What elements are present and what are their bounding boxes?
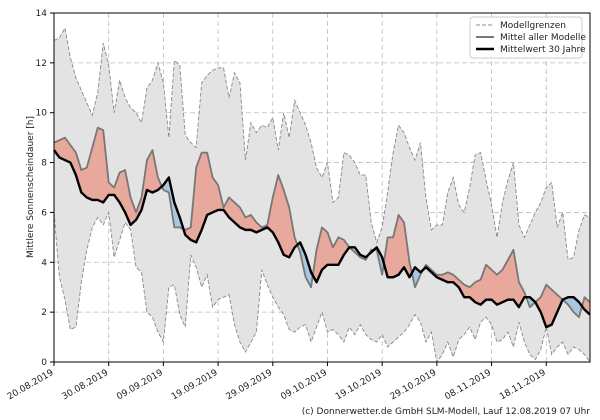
x-tick-label: 20.08.2019 bbox=[6, 368, 56, 403]
y-tick-label: 14 bbox=[36, 9, 48, 19]
x-tick-label: 19.09.2019 bbox=[170, 368, 220, 403]
deviation-above-segment bbox=[387, 237, 394, 278]
y-tick-label: 0 bbox=[41, 358, 47, 368]
y-tick-label: 8 bbox=[41, 159, 47, 169]
x-axis: 20.08.2019 30.08.2019 09.09.2019 19.09.2019… bbox=[6, 362, 548, 402]
x-tick-label: 30.08.2019 bbox=[61, 368, 111, 403]
y-axis: 0 2 4 6 8 10 12 14 bbox=[36, 9, 54, 368]
y-tick-label: 6 bbox=[41, 208, 47, 218]
x-tick-label: 19.10.2019 bbox=[334, 368, 384, 403]
model-range-lower-line bbox=[53, 210, 591, 364]
y-tick-label: 12 bbox=[36, 59, 47, 69]
y-tick-label: 2 bbox=[41, 308, 47, 318]
y-tick-label: 10 bbox=[36, 109, 48, 119]
x-tick-label: 18.11.2019 bbox=[498, 368, 548, 403]
deviation-above-segment bbox=[546, 284, 552, 328]
x-tick-label: 29.09.2019 bbox=[225, 368, 275, 403]
legend-label-model-range: Modellgrenzen bbox=[500, 21, 566, 31]
legend-box bbox=[469, 16, 583, 59]
x-tick-label: 09.10.2019 bbox=[279, 368, 329, 403]
x-tick-label: 09.09.2019 bbox=[115, 368, 165, 403]
model-mean-line bbox=[53, 126, 591, 319]
plot-frame bbox=[53, 12, 591, 363]
deviation-above-segment bbox=[321, 227, 328, 271]
deviation-above-segment bbox=[398, 214, 405, 276]
y-tick-label: 4 bbox=[41, 258, 47, 268]
y-axis-label: Mittlere Sonnenscheindauer [h] bbox=[26, 116, 36, 258]
deviation-above-segment bbox=[474, 279, 481, 305]
x-tick-label: 08.11.2019 bbox=[443, 368, 493, 403]
series-lines bbox=[53, 126, 591, 329]
legend: Modellgrenzen Mittel aller Modelle Mitte… bbox=[469, 16, 586, 59]
legend-label-model-mean: Mittel aller Modelle bbox=[500, 33, 586, 43]
credit-text: (c) Donnerwetter.de GmbH SLM-Modell, Lau… bbox=[302, 407, 591, 417]
legend-label-30-year-mean: Mittelwert 30 Jahre bbox=[500, 45, 586, 55]
deviation-above-segment bbox=[97, 127, 104, 203]
thirty-year-mean-line bbox=[53, 149, 591, 329]
x-tick-label: 29.10.2019 bbox=[389, 368, 439, 403]
